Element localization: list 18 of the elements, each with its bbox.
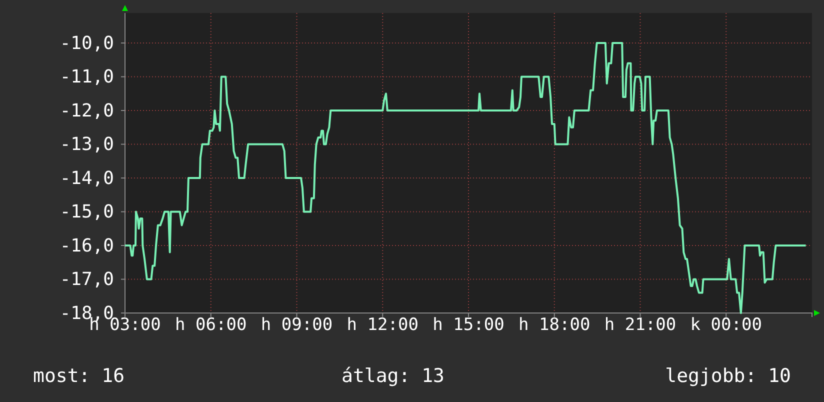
y-tick-label: -10,0 [60,32,114,54]
y-tick-label: -13,0 [60,134,114,156]
text: átlag: 13 [342,365,444,387]
text: most: 16 [33,365,125,387]
x-tick-label: h 12:00 [346,315,418,336]
x-tick-label: k 00:00 [690,315,762,336]
y-tick-label: -16,0 [60,235,114,256]
x-tick-label: h 21:00 [604,315,676,336]
text: legjobb: 10 [665,365,791,387]
y-tick-label: -14,0 [60,168,114,189]
x-tick-label: h 06:00 [175,315,247,336]
x-tick-label: h 09:00 [260,315,333,336]
x-tick-label: h 18:00 [518,315,590,336]
x-tick-label: h 15:00 [432,315,504,336]
y-tick-label: -12,0 [60,100,114,122]
y-tick-label: -17,0 [60,269,114,290]
y-tick-label: -15,0 [60,202,114,223]
y-tick-label: -11,0 [60,66,114,88]
